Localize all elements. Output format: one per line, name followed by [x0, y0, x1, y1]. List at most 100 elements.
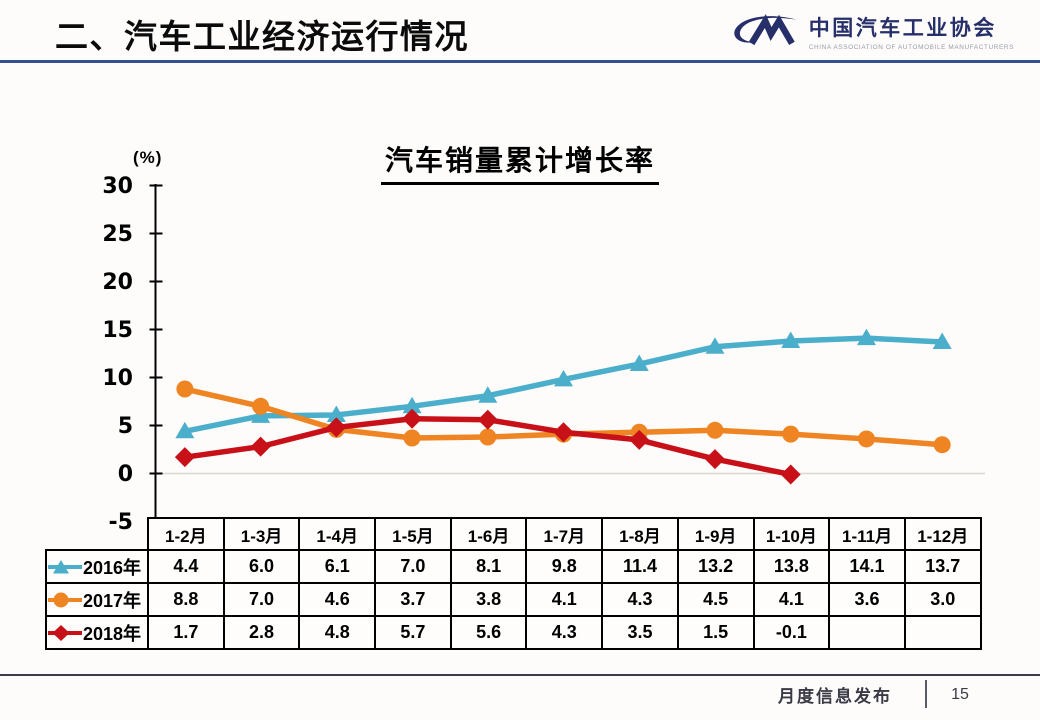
value-cell: 4.5 — [676, 582, 755, 617]
marker-diamond — [174, 447, 195, 468]
marker-triangle — [856, 328, 876, 346]
marker-circle — [706, 421, 724, 439]
value-cell: 1.7 — [147, 615, 225, 650]
value-cell: 7.0 — [222, 582, 301, 617]
marker-circle — [252, 397, 270, 415]
table-row: 2018年 1.7 2.8 4.8 5.7 5.6 4.3 3.5 1.5 -0.1 — [45, 615, 982, 650]
month-header: 1-2月 — [147, 517, 225, 551]
table-corner-ghost — [46, 518, 148, 550]
legend-diamond-icon — [48, 624, 82, 641]
legend-cell: 2018年 — [45, 615, 149, 650]
month-header: 1-8月 — [601, 517, 679, 551]
y-axis-tick-label: 25 — [102, 222, 133, 247]
y-axis-tick-label: 10 — [102, 366, 133, 391]
org-name-en: CHINA ASSOCIATION OF AUTOMOBILE MANUFACT… — [808, 44, 1014, 51]
cam-swoosh-logo-icon — [730, 6, 802, 57]
month-header: 1-10月 — [752, 517, 831, 551]
value-cell: 13.2 — [676, 549, 755, 584]
value-cell: 6.1 — [298, 549, 377, 584]
marker-diamond — [704, 449, 725, 470]
value-cell: 1.5 — [676, 615, 755, 650]
series-name: 2018年 — [83, 623, 142, 644]
value-cell: 8.1 — [449, 549, 528, 584]
y-axis-tick-label: 20 — [102, 270, 133, 295]
month-header: 1-5月 — [374, 517, 452, 551]
page-title: 二、汽车工业经济运行情况 — [55, 18, 469, 55]
marker-diamond — [629, 429, 650, 450]
y-axis-tick-label: 30 — [102, 174, 133, 199]
legend-circle-icon — [48, 592, 82, 607]
table-row: 2016年 4.4 6.0 6.1 7.0 8.1 9.8 11.4 13.2 13.8 14.1 1… — [45, 549, 982, 584]
org-name-cn: 中国汽车工业协会 — [808, 17, 997, 40]
header-divider — [0, 60, 1040, 63]
value-cell: 11.4 — [601, 549, 679, 584]
month-header: 1-6月 — [449, 517, 528, 551]
chart-title: 汽车销量累计增长率 — [380, 139, 659, 185]
value-cell: 7.0 — [374, 549, 452, 584]
value-cell: 4.1 — [752, 582, 831, 617]
value-cell: 5.7 — [374, 615, 452, 650]
marker-diamond — [780, 464, 801, 485]
value-cell: 3.5 — [601, 615, 679, 650]
value-cell — [903, 615, 982, 650]
y-axis-unit-label: (%) — [133, 148, 163, 167]
data-table: 1-2月 1-3月 1-4月 1-5月 1-6月 1-7月 1-8月 1-9月 1-10月 1-1… — [45, 517, 982, 650]
marker-circle — [479, 428, 497, 446]
value-cell: 4.3 — [525, 615, 604, 650]
legend-cell: 2016年 — [45, 549, 149, 584]
value-cell: 13.7 — [903, 549, 982, 584]
value-cell: 14.1 — [828, 549, 906, 584]
month-header: 1-3月 — [222, 517, 301, 551]
value-cell: 9.8 — [525, 549, 604, 584]
value-cell — [828, 615, 906, 650]
series-name: 2016年 — [83, 557, 142, 578]
legend-triangle-icon — [48, 559, 82, 573]
legend-cell: 2017年 — [45, 582, 149, 617]
marker-triangle — [402, 396, 422, 414]
marker-circle — [403, 429, 421, 447]
org-logo: 中国汽车工业协会 CHINA ASSOCIATION OF AUTOMOBILE… — [730, 6, 1014, 57]
marker-triangle — [478, 386, 498, 403]
marker-triangle — [175, 421, 195, 439]
marker-circle — [857, 430, 875, 448]
footer-page-divider — [925, 680, 927, 708]
marker-circle — [176, 380, 194, 398]
y-axis-tick-label: -5 — [109, 510, 133, 535]
series-name: 2017年 — [83, 590, 142, 611]
value-cell: 4.1 — [525, 582, 604, 617]
y-axis-tick-label: 0 — [118, 462, 133, 487]
marker-triangle — [326, 405, 346, 422]
value-cell: 4.3 — [601, 582, 679, 617]
month-header: 1-4月 — [298, 517, 377, 551]
value-cell: 6.0 — [222, 549, 301, 584]
marker-circle — [933, 436, 951, 454]
value-cell: 4.4 — [147, 549, 225, 584]
value-cell: 13.8 — [752, 549, 831, 584]
value-cell: 3.8 — [449, 582, 528, 617]
value-cell: 8.8 — [147, 582, 225, 617]
marker-triangle — [629, 354, 649, 372]
page-number: 15 — [951, 686, 969, 703]
value-cell: 3.7 — [374, 582, 452, 617]
month-header: 1-9月 — [676, 517, 755, 551]
marker-triangle — [554, 369, 574, 387]
marker-diamond — [553, 422, 574, 443]
marker-diamond — [402, 408, 423, 429]
marker-diamond — [477, 409, 498, 430]
marker-circle — [782, 425, 800, 443]
value-cell: 3.0 — [903, 582, 982, 617]
marker-triangle — [781, 331, 801, 349]
chart-title-wrap: 汽车销量累计增长率 — [220, 139, 820, 185]
marker-triangle — [932, 332, 952, 349]
footer-label: 月度信息发布 — [778, 687, 892, 706]
value-cell: 2.8 — [222, 615, 301, 650]
footer-line — [0, 674, 1040, 676]
value-cell: 4.6 — [298, 582, 377, 617]
marker-diamond — [326, 417, 347, 438]
value-cell: 3.6 — [828, 582, 906, 617]
value-cell: 5.6 — [449, 615, 528, 650]
y-axis-tick-label: 15 — [102, 318, 133, 343]
y-axis-tick-label: 5 — [118, 414, 133, 439]
month-header: 1-11月 — [828, 517, 906, 551]
